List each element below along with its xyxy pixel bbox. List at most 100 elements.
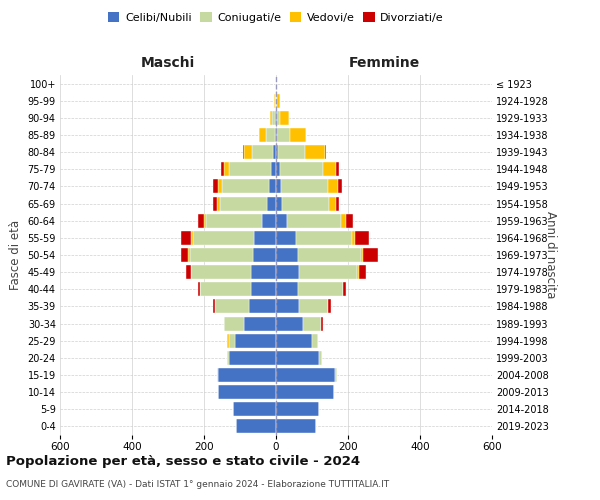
Bar	[280, 111, 289, 125]
Bar	[312, 334, 319, 347]
Legend: Celibi/Nubili, Coniugati/e, Vedovi/e, Divorziati/e: Celibi/Nubili, Coniugati/e, Vedovi/e, Di…	[104, 8, 448, 28]
Bar	[276, 265, 299, 279]
Bar	[262, 214, 276, 228]
Bar	[218, 385, 276, 399]
Bar	[217, 196, 220, 210]
Bar	[229, 351, 276, 365]
Bar	[329, 196, 336, 210]
Bar	[193, 231, 254, 245]
Bar	[323, 162, 337, 176]
Bar	[274, 94, 275, 108]
Bar	[276, 214, 287, 228]
Bar	[206, 214, 262, 228]
Text: Popolazione per età, sesso e stato civile - 2024: Popolazione per età, sesso e stato civil…	[6, 455, 360, 468]
Bar	[277, 111, 280, 125]
Bar	[276, 180, 281, 194]
Bar	[276, 334, 312, 347]
Bar	[181, 231, 191, 245]
Bar	[276, 316, 303, 330]
Bar	[227, 351, 229, 365]
Bar	[249, 300, 276, 314]
Bar	[197, 214, 204, 228]
Bar	[229, 162, 271, 176]
Bar	[251, 145, 273, 159]
Bar	[343, 282, 346, 296]
Bar	[272, 111, 275, 125]
Bar	[276, 128, 277, 142]
Bar	[254, 231, 276, 245]
Bar	[236, 420, 276, 434]
Bar	[214, 180, 218, 194]
Bar	[200, 282, 251, 296]
Y-axis label: Fasce di età: Fasce di età	[9, 220, 22, 290]
Bar	[220, 196, 267, 210]
Bar	[321, 316, 323, 330]
Bar	[296, 231, 352, 245]
Bar	[276, 351, 319, 365]
Bar	[235, 334, 276, 347]
Bar	[218, 180, 222, 194]
Bar	[364, 248, 378, 262]
Bar	[229, 334, 235, 347]
Y-axis label: Anni di nascita: Anni di nascita	[544, 212, 557, 298]
Bar	[319, 351, 322, 365]
Bar	[299, 300, 328, 314]
Bar	[271, 162, 276, 176]
Bar	[244, 316, 276, 330]
Bar	[276, 145, 278, 159]
Bar	[276, 282, 298, 296]
Bar	[280, 162, 323, 176]
Bar	[275, 128, 276, 142]
Bar	[276, 111, 277, 125]
Text: Femmine: Femmine	[349, 56, 419, 70]
Bar	[191, 231, 193, 245]
Bar	[305, 145, 325, 159]
Bar	[352, 231, 355, 245]
Bar	[275, 111, 276, 125]
Bar	[299, 265, 357, 279]
Bar	[336, 196, 340, 210]
Text: COMUNE DI GAVIRATE (VA) - Dati ISTAT 1° gennaio 2024 - Elaborazione TUTTITALIA.I: COMUNE DI GAVIRATE (VA) - Dati ISTAT 1° …	[6, 480, 389, 489]
Bar	[221, 162, 224, 176]
Bar	[215, 300, 249, 314]
Bar	[338, 180, 342, 194]
Bar	[276, 402, 319, 416]
Bar	[191, 265, 251, 279]
Bar	[298, 282, 343, 296]
Bar	[251, 282, 276, 296]
Bar	[227, 334, 229, 347]
Bar	[357, 265, 359, 279]
Bar	[276, 162, 280, 176]
Text: Maschi: Maschi	[141, 56, 195, 70]
Bar	[328, 180, 338, 194]
Bar	[277, 94, 280, 108]
Bar	[259, 128, 266, 142]
Bar	[213, 300, 215, 314]
Bar	[251, 265, 276, 279]
Bar	[281, 180, 328, 194]
Bar	[287, 214, 341, 228]
Bar	[186, 265, 191, 279]
Bar	[273, 145, 276, 159]
Bar	[276, 231, 296, 245]
Bar	[197, 282, 200, 296]
Bar	[269, 111, 272, 125]
Bar	[328, 300, 331, 314]
Bar	[190, 248, 253, 262]
Bar	[341, 214, 346, 228]
Bar	[283, 196, 329, 210]
Bar	[217, 368, 218, 382]
Bar	[355, 231, 369, 245]
Bar	[276, 420, 316, 434]
Bar	[276, 385, 334, 399]
Bar	[218, 368, 276, 382]
Bar	[335, 368, 337, 382]
Bar	[337, 162, 340, 176]
Bar	[269, 180, 276, 194]
Bar	[233, 402, 276, 416]
Bar	[278, 145, 305, 159]
Bar	[325, 145, 326, 159]
Bar	[361, 248, 364, 262]
Bar	[359, 265, 366, 279]
Bar	[224, 316, 244, 330]
